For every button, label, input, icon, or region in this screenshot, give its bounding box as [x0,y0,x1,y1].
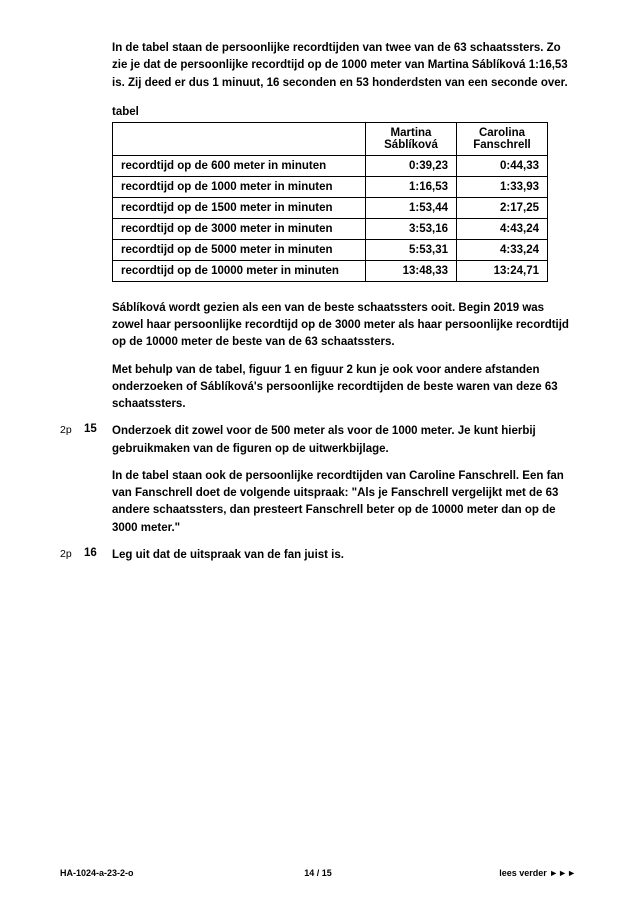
table-cell: recordtijd op de 1500 meter in minuten [113,197,366,218]
table-cell: 4:33,24 [457,239,548,260]
paragraph-2: Met behulp van de tabel, figuur 1 en fig… [112,362,576,414]
table-cell: 1:53,44 [366,197,457,218]
question-points: 2p [60,547,84,560]
table-row: recordtijd op de 5000 meter in minuten 5… [113,239,548,260]
footer-right-text: lees verder ►►► [499,868,576,878]
table-cell: recordtijd op de 10000 meter in minuten [113,260,366,281]
table-header-col1: Martina Sáblíková [366,122,457,155]
paragraph-3: In de tabel staan ook de persoonlijke re… [112,468,576,537]
table-cell: 0:39,23 [366,155,457,176]
table-cell: 5:53,31 [366,239,457,260]
footer-right: lees verder ►►► [499,868,576,878]
table-cell: 1:33,93 [457,176,548,197]
table-header-col2: Carolina Fanschrell [457,122,548,155]
question-points: 2p [60,423,84,436]
table-row: recordtijd op de 10000 meter in minuten … [113,260,548,281]
records-table: Martina Sáblíková Carolina Fanschrell re… [112,122,548,282]
intro-text: In de tabel staan de persoonlijke record… [112,40,576,92]
page-footer: HA-1024-a-23-2-o 14 / 15 lees verder ►►► [60,868,576,878]
table-row: recordtijd op de 3000 meter in minuten 3… [113,218,548,239]
question-16: 2p 16 Leg uit dat de uitspraak van de fa… [60,547,576,564]
table-cell: 4:43,24 [457,218,548,239]
table-row: recordtijd op de 1500 meter in minuten 1… [113,197,548,218]
table-label: tabel [112,106,576,118]
table-cell: recordtijd op de 3000 meter in minuten [113,218,366,239]
table-cell: 0:44,33 [457,155,548,176]
paragraph-1: Sáblíková wordt gezien als een van de be… [112,300,576,352]
table-cell: recordtijd op de 600 meter in minuten [113,155,366,176]
table-cell: 2:17,25 [457,197,548,218]
table-cell: 13:48,33 [366,260,457,281]
table-cell: 1:16,53 [366,176,457,197]
footer-left: HA-1024-a-23-2-o [60,868,134,878]
question-text: Onderzoek dit zowel voor de 500 meter al… [112,423,576,458]
table-header-row: Martina Sáblíková Carolina Fanschrell [113,122,548,155]
table-header-empty [113,122,366,155]
question-15: 2p 15 Onderzoek dit zowel voor de 500 me… [60,423,576,458]
question-number: 16 [84,547,112,559]
table-cell: 13:24,71 [457,260,548,281]
footer-page-number: 14 / 15 [304,868,332,878]
table-row: recordtijd op de 600 meter in minuten 0:… [113,155,548,176]
table-cell: recordtijd op de 1000 meter in minuten [113,176,366,197]
table-row: recordtijd op de 1000 meter in minuten 1… [113,176,548,197]
question-text: Leg uit dat de uitspraak van de fan juis… [112,547,576,564]
table-cell: 3:53,16 [366,218,457,239]
question-number: 15 [84,423,112,435]
table-cell: recordtijd op de 5000 meter in minuten [113,239,366,260]
